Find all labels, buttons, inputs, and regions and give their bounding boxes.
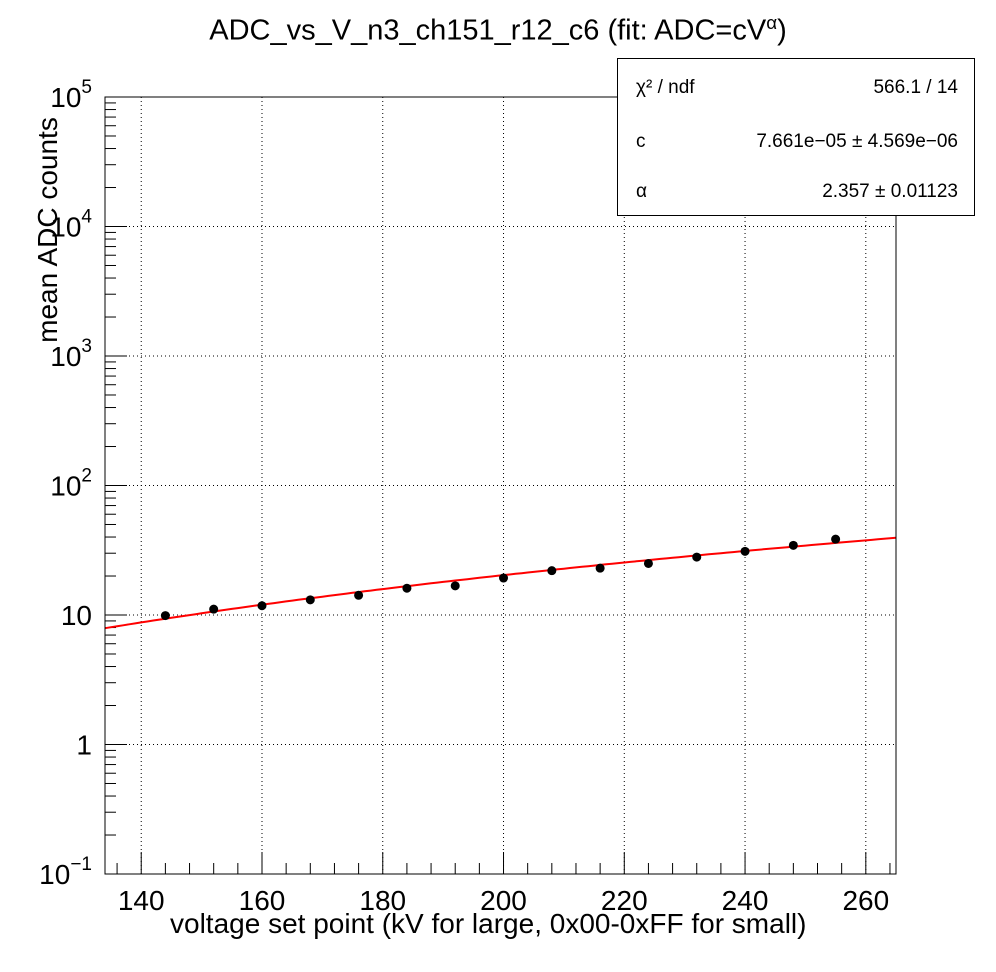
x-tick-label: 180 xyxy=(359,885,406,916)
stats-row-alpha: α 2.357 ± 0.01123 xyxy=(618,181,974,217)
chi2-label: χ² / ndf xyxy=(636,77,695,98)
stats-row-chi2: χ² / ndf 566.1 / 14 xyxy=(618,77,974,113)
alpha-label: α xyxy=(636,181,647,202)
x-tick-label: 260 xyxy=(842,885,889,916)
y-tick-label: 10−1 xyxy=(39,854,92,890)
data-point xyxy=(257,601,267,611)
y-tick-label: 103 xyxy=(50,336,92,372)
y-tick-label: 104 xyxy=(50,207,92,243)
x-tick-labels: 140 160 180 200 220 240 260 xyxy=(118,885,889,916)
y-tick-label: 102 xyxy=(50,466,92,502)
data-point xyxy=(831,534,841,544)
data-point xyxy=(692,552,702,562)
data-point xyxy=(740,546,750,556)
x-tick-label: 200 xyxy=(480,885,527,916)
data-point xyxy=(160,611,170,621)
c-value: 7.661e−05 ± 4.569e−06 xyxy=(756,131,958,152)
x-tick-label: 240 xyxy=(722,885,769,916)
data-point xyxy=(788,540,798,550)
x-tick-label: 160 xyxy=(239,885,286,916)
x-tick-label: 220 xyxy=(601,885,648,916)
x-axis-label: voltage set point (kV for large, 0x00-0x… xyxy=(170,908,807,939)
axis-ticks xyxy=(105,96,891,875)
data-point xyxy=(450,581,460,591)
data-points xyxy=(160,534,841,621)
chart-title: ADC_vs_V_n3_ch151_r12_c6 (fit: ADC=cVα) xyxy=(209,12,787,47)
y-tick-labels: 10−1 1 10 102 103 104 105 xyxy=(39,77,92,890)
data-point xyxy=(643,558,653,568)
alpha-value: 2.357 ± 0.01123 xyxy=(822,181,958,202)
data-point xyxy=(499,573,509,583)
x-tick-label: 140 xyxy=(118,885,165,916)
plot-frame xyxy=(104,96,897,875)
y-tick-label: 105 xyxy=(50,77,92,113)
stats-row-c: c 7.661e−05 ± 4.569e−06 xyxy=(618,131,974,167)
grid-lines xyxy=(105,96,896,875)
y-axis-label: mean ADC counts xyxy=(32,117,63,343)
data-point xyxy=(305,595,315,605)
data-point xyxy=(595,563,605,573)
y-tick-label: 10 xyxy=(61,600,92,631)
c-label: c xyxy=(636,131,646,152)
y-tick-label: 1 xyxy=(76,730,92,761)
chi2-value: 566.1 / 14 xyxy=(873,77,958,98)
fit-stats-box: χ² / ndf 566.1 / 14 c 7.661e−05 ± 4.569e… xyxy=(617,58,975,216)
data-point xyxy=(209,604,219,614)
data-point xyxy=(547,566,557,576)
data-point xyxy=(402,583,412,593)
data-point xyxy=(354,590,364,600)
